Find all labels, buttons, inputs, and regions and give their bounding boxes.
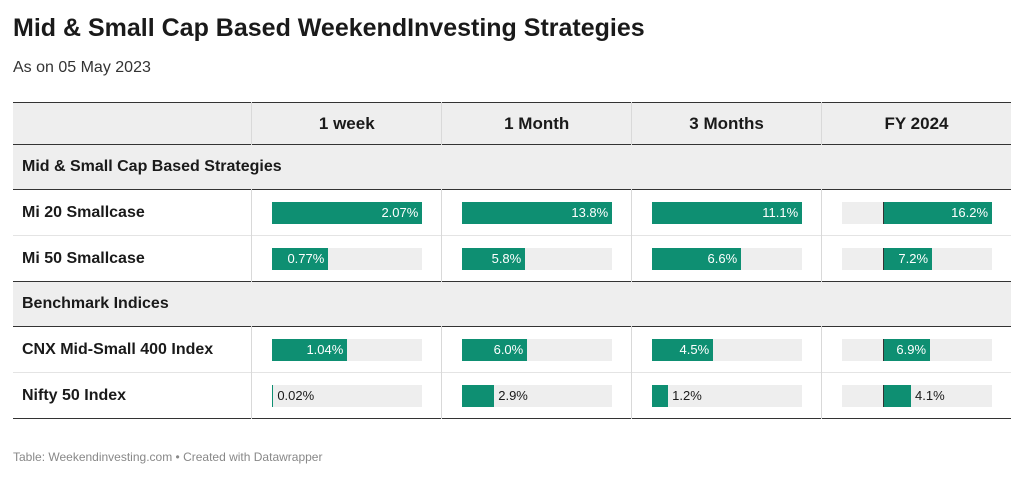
bar-fill [462,201,613,224]
bar-value-label: 0.02% [277,387,315,403]
bar-cell: 0.77% [251,235,442,282]
row-label: Mi 20 Smallcase [22,203,145,221]
bar-cell: 6.9% [821,326,1011,373]
bar-value-label: 6.9% [896,341,927,357]
bar-track: 2.9% [462,384,613,407]
table-body: Mid & Small Cap Based Strategies Mi 20 Sm… [13,144,1011,419]
bar-value-label: 1.04% [306,341,344,357]
group-label: Mid & Small Cap Based Strategies [22,158,282,175]
bar-track: 0.02% [272,384,423,407]
bar-value-label: 1.2% [672,387,702,403]
bar-track: 6.6% [652,247,803,270]
row-label: Nifty 50 Index [22,386,127,404]
bar-fill [272,384,274,407]
bar-track: 4.1% [842,384,993,407]
bar-cell: 6.0% [441,326,632,373]
row-label: CNX Mid-Small 400 Index [22,340,214,358]
bar-cell: 6.6% [631,235,822,282]
bar-fill [652,338,714,361]
bar-fill [652,201,803,224]
bar-cell: 16.2% [821,189,1011,236]
column-header-fy-2024[interactable]: FY 2024 [821,102,1011,145]
bar-track: 7.2% [842,247,993,270]
bar-track: 11.1% [652,201,803,224]
bar-track: 1.2% [652,384,803,407]
bar-cell: 1.04% [251,326,442,373]
group-header-row: Benchmark Indices [13,281,1011,327]
bar-cell: 2.9% [441,372,632,419]
bar-value-label: 4.5% [679,341,710,357]
bar-fill [652,384,669,407]
bar-cell: 4.1% [821,372,1011,419]
page-subtitle: As on 05 May 2023 [13,59,151,76]
bar-value-label: 6.0% [493,341,524,357]
bar-cell: 11.1% [631,189,822,236]
bar-value-label: 6.6% [707,250,738,266]
bar-track: 16.2% [842,201,993,224]
bar-value-label: 2.07% [381,204,419,220]
bar-value-label: 11.1% [762,204,799,220]
bar-fill [272,338,348,361]
table-row[interactable]: CNX Mid-Small 400 Index 1.04% 6.0% 4.5% 6.9% [13,326,1011,373]
bar-cell: 13.8% [441,189,632,236]
table-header-row: 1 week 1 Month 3 Months FY 2024 [13,102,1011,145]
zero-line [883,338,885,361]
bar-fill [272,247,329,270]
bar-fill [462,338,528,361]
bar-cell: 7.2% [821,235,1011,282]
bar-track: 13.8% [462,201,613,224]
bar-fill [652,247,742,270]
bar-value-label: 0.77% [287,250,325,266]
bar-track: 6.9% [842,338,993,361]
bar-track: 4.5% [652,338,803,361]
bar-cell: 1.2% [631,372,822,419]
bar-fill [272,201,423,224]
bar-cell: 5.8% [441,235,632,282]
bar-fill [462,384,495,407]
zero-line [883,247,885,270]
bar-fill [883,338,931,361]
bar-cell: 0.02% [251,372,442,419]
table-row[interactable]: Nifty 50 Index 0.02% 2.9% 1.2% 4.1% [13,372,1011,419]
bar-value-label: 16.2% [951,204,989,220]
bar-fill [883,247,933,270]
bar-track: 0.77% [272,247,423,270]
column-header-3-months[interactable]: 3 Months [631,102,822,145]
bar-fill [883,384,912,407]
bar-value-label: 2.9% [498,387,528,403]
strategy-returns-table: 1 week 1 Month 3 Months FY 2024 Mid & Sm… [13,102,1011,419]
table-row[interactable]: Mi 20 Smallcase 2.07% 13.8% 11.1% 16.2% [13,189,1011,236]
footer-credit: Table: Weekendinvesting.com • Created wi… [13,450,323,464]
bar-value-label: 4.1% [915,387,945,403]
bar-track: 1.04% [272,338,423,361]
zero-line [883,201,885,224]
table-row[interactable]: Mi 50 Smallcase 0.77% 5.8% 6.6% 7.2% [13,235,1011,282]
zero-line [883,384,885,407]
bar-fill [462,247,526,270]
bar-fill [883,201,993,224]
group-label: Benchmark Indices [22,295,169,312]
column-header-1-month[interactable]: 1 Month [441,102,632,145]
bar-value-label: 13.8% [571,204,609,220]
row-label: Mi 50 Smallcase [22,249,145,267]
column-header-name[interactable] [13,103,252,145]
bar-cell: 2.07% [251,189,442,236]
bar-value-label: 5.8% [491,250,522,266]
bar-track: 6.0% [462,338,613,361]
group-header-row: Mid & Small Cap Based Strategies [13,144,1011,190]
bar-cell: 4.5% [631,326,822,373]
bar-value-label: 7.2% [898,250,929,266]
bar-track: 2.07% [272,201,423,224]
bar-track: 5.8% [462,247,613,270]
page-title: Mid & Small Cap Based WeekendInvesting S… [13,14,645,42]
column-header-1-week[interactable]: 1 week [251,102,442,145]
